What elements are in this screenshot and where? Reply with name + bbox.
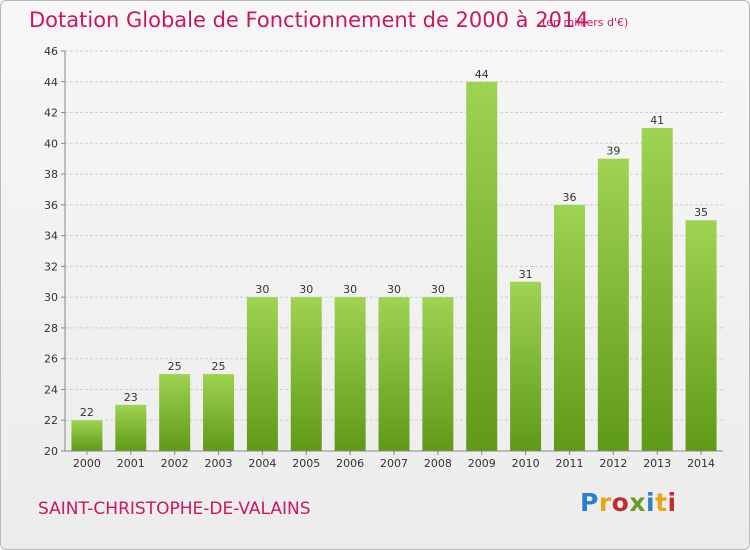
data-label: 23 (124, 391, 138, 404)
y-tick-label: 32 (44, 260, 58, 273)
bar (246, 297, 278, 451)
data-label: 35 (694, 206, 708, 219)
data-label: 30 (255, 283, 269, 296)
bar (115, 404, 147, 451)
data-label: 36 (562, 191, 576, 204)
data-label: 39 (606, 145, 620, 158)
bar (159, 374, 191, 451)
data-label: 44 (475, 68, 489, 81)
y-tick-label: 30 (44, 291, 58, 304)
y-tick-label: 22 (44, 414, 58, 427)
bar (378, 297, 410, 451)
bar-layer: 22 23 25 25 30 30 30 30 30 44 31 36 39 41 35 (71, 68, 717, 452)
logo-letter: x (629, 488, 646, 517)
bar (422, 297, 454, 451)
logo-letter: P (580, 488, 599, 517)
axis-layer: 20 22 24 26 28 30 32 34 36 38 40 42 44 46 2000 2001 2002… (44, 45, 723, 470)
y-tick-label: 24 (44, 383, 58, 396)
data-label: 31 (519, 268, 533, 281)
x-tick-label: 2014 (687, 457, 715, 470)
proxiti-logo: Proxiti (580, 488, 677, 517)
x-tick-label: 2005 (292, 457, 320, 470)
bar (290, 297, 322, 451)
chart-title: Dotation Globale de Fonctionnement de 20… (29, 8, 589, 32)
y-tick-label: 28 (44, 322, 58, 335)
x-tick-label: 2013 (643, 457, 671, 470)
logo-letter: o (611, 488, 630, 517)
x-tick-label: 2000 (73, 457, 101, 470)
y-tick-label: 40 (44, 137, 58, 150)
logo-letter: i (646, 488, 656, 517)
bar (203, 374, 235, 451)
data-label: 30 (299, 283, 313, 296)
y-tick-label: 42 (44, 107, 58, 120)
y-tick-label: 36 (44, 199, 58, 212)
y-tick-label: 20 (44, 445, 58, 458)
logo-letter: r (598, 488, 612, 517)
x-tick-label: 2002 (161, 457, 189, 470)
bar (466, 81, 498, 452)
data-label: 41 (650, 114, 664, 127)
x-tick-label: 2007 (380, 457, 408, 470)
x-tick-label: 2012 (599, 457, 627, 470)
bar (334, 297, 366, 451)
data-label: 30 (343, 283, 357, 296)
x-tick-label: 2010 (512, 457, 540, 470)
commune-name: SAINT-CHRISTOPHE-DE-VALAINS (38, 499, 311, 519)
y-tick-label: 34 (44, 230, 58, 243)
y-tick-label: 46 (44, 45, 58, 58)
bar (553, 204, 585, 451)
x-tick-label: 2008 (424, 457, 452, 470)
bar (510, 281, 542, 451)
y-tick-label: 38 (44, 168, 58, 181)
y-tick-label: 26 (44, 353, 58, 366)
logo-letter: i (667, 488, 677, 517)
x-tick-label: 2009 (468, 457, 496, 470)
bar (685, 220, 717, 451)
x-tick-label: 2001 (117, 457, 145, 470)
y-tick-label: 44 (44, 76, 58, 89)
data-label: 30 (387, 283, 401, 296)
bar (71, 420, 103, 451)
chart-unit: (en milliers d'€) (542, 16, 629, 29)
x-tick-label: 2003 (205, 457, 233, 470)
logo-letter: t (655, 488, 668, 517)
bar (641, 127, 673, 451)
bar (597, 158, 629, 451)
x-tick-label: 2011 (555, 457, 583, 470)
x-tick-label: 2004 (248, 457, 276, 470)
data-label: 30 (431, 283, 445, 296)
x-tick-label: 2006 (336, 457, 364, 470)
data-label: 22 (80, 406, 94, 419)
data-label: 25 (212, 360, 226, 373)
data-label: 25 (168, 360, 182, 373)
